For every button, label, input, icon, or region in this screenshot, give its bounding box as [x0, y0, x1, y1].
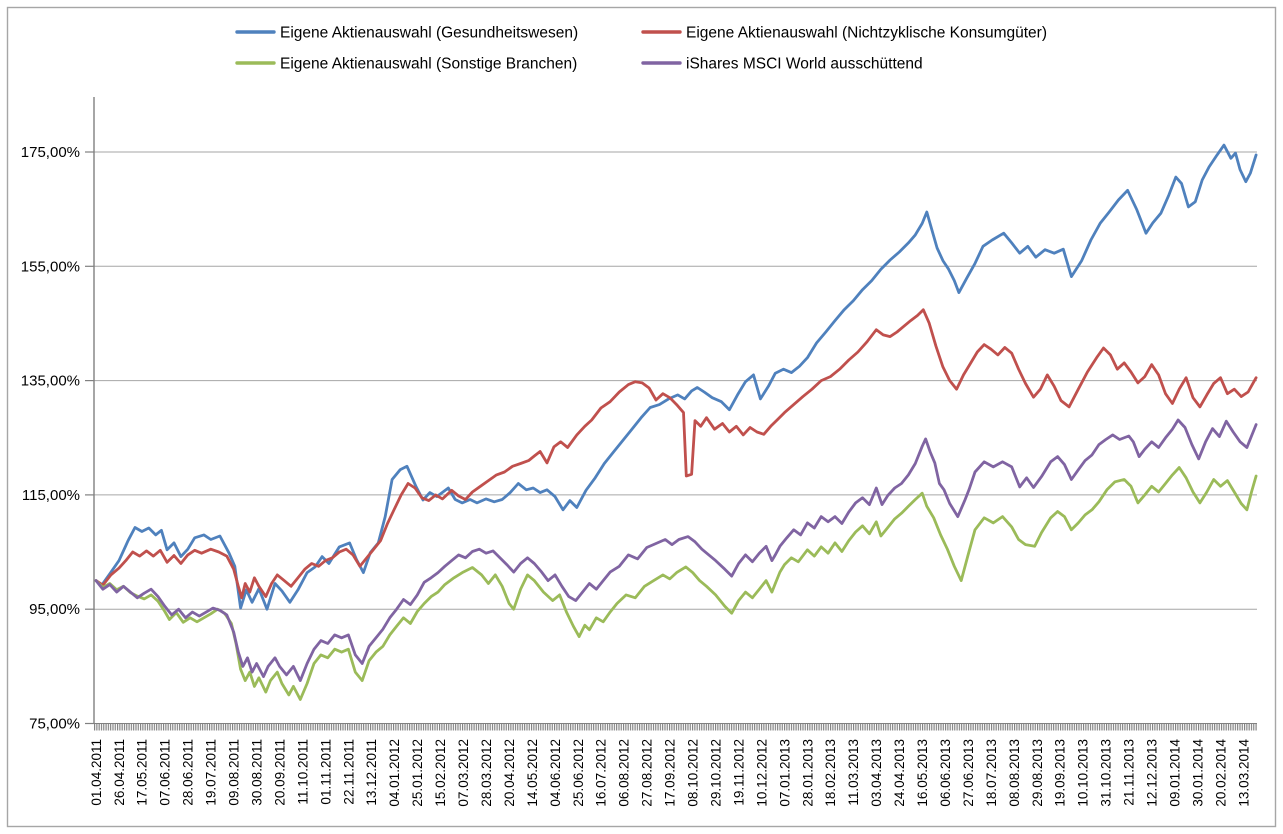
- x-axis-label: 20.09.2011: [272, 739, 287, 806]
- y-axis-label: 155,00%: [21, 258, 80, 275]
- x-axis-label: 19.09.2013: [1053, 739, 1068, 807]
- x-axis-label: 06.08.2012: [617, 739, 632, 807]
- x-axis-label: 21.11.2013: [1122, 739, 1137, 806]
- x-axis-label: 28.06.2011: [181, 739, 196, 806]
- x-axis-label: 19.11.2012: [731, 739, 746, 806]
- series-line-gesundheitswesen: [94, 143, 1258, 611]
- x-axis-label: 28.03.2012: [479, 739, 494, 807]
- x-axis-label: 20.02.2014: [1213, 739, 1228, 807]
- legend-item-ishares-msci-world: iShares MSCI World ausschüttend: [641, 56, 923, 73]
- x-axis-label: 08.10.2012: [686, 739, 701, 807]
- x-axis-label: 25.01.2012: [410, 739, 425, 807]
- x-axis-label: 06.06.2013: [938, 739, 953, 807]
- x-axis-label: 29.08.2013: [1030, 739, 1045, 807]
- x-axis-label: 04.01.2012: [387, 739, 402, 807]
- legend-label-ishares-msci-world: iShares MSCI World ausschüttend: [686, 56, 923, 73]
- x-axis-label: 11.03.2013: [846, 739, 861, 806]
- x-axis-label: 27.06.2013: [961, 739, 976, 807]
- x-axis-label: 14.05.2012: [525, 739, 540, 807]
- series-line-nichtzyklische-konsumgueter: [94, 308, 1258, 600]
- y-axis-label: 135,00%: [21, 373, 80, 390]
- x-axis-label: 25.06.2012: [571, 739, 586, 807]
- legend-label-nichtzyklische-konsumgueter: Eigene Aktienauswahl (Nichtzyklische Kon…: [686, 25, 1047, 42]
- x-axis-label: 27.08.2012: [640, 739, 655, 807]
- chart-frame: [6, 6, 1277, 828]
- x-axis-label: 07.06.2011: [158, 739, 173, 806]
- x-axis-label: 22.11.2011: [341, 739, 356, 805]
- x-axis-label: 18.07.2013: [984, 739, 999, 807]
- x-axis-label: 12.12.2013: [1145, 739, 1160, 807]
- x-axis-label: 03.04.2013: [869, 739, 884, 807]
- legend-label-sonstige-branchen: Eigene Aktienauswahl (Sonstige Branchen): [280, 56, 577, 73]
- x-axis-label: 17.05.2011: [135, 739, 150, 806]
- x-axis-label: 13.12.2011: [364, 739, 379, 806]
- legend-item-nichtzyklische-konsumgueter: Eigene Aktienauswahl (Nichtzyklische Kon…: [641, 25, 1047, 42]
- x-axis-label: 11.10.2011: [295, 739, 310, 805]
- x-axis-label: 10.12.2012: [754, 739, 769, 807]
- x-axis-label: 17.09.2012: [663, 739, 678, 807]
- x-axis-label: 30.08.2011: [249, 739, 264, 806]
- x-axis-label: 09.08.2011: [227, 739, 242, 806]
- x-axis-tick-comb: [94, 723, 1257, 731]
- x-axis-label: 01.04.2011: [89, 739, 104, 806]
- x-axis-label: 10.10.2013: [1076, 739, 1091, 807]
- legend-item-gesundheitswesen: Eigene Aktienauswahl (Gesundheitswesen): [235, 25, 578, 42]
- y-axis-label: 95,00%: [29, 601, 80, 618]
- x-axis-label: 16.05.2013: [915, 739, 930, 807]
- x-axis-label: 08.08.2013: [1007, 739, 1022, 807]
- series-line-ishares-msci-world: [94, 418, 1258, 682]
- series-line-sonstige-branchen: [94, 466, 1258, 701]
- x-axis-label: 18.02.2013: [823, 739, 838, 807]
- y-axis-label: 75,00%: [29, 716, 80, 733]
- x-axis-label: 13.03.2014: [1236, 739, 1251, 807]
- legend-label-gesundheitswesen: Eigene Aktienauswahl (Gesundheitswesen): [280, 25, 578, 42]
- x-axis-label: 01.11.2011: [318, 739, 333, 805]
- y-axis-label: 115,00%: [22, 487, 80, 504]
- x-axis-label: 07.03.2012: [456, 739, 471, 807]
- x-axis-label: 20.04.2012: [502, 739, 517, 807]
- x-axis-label: 19.07.2011: [204, 739, 219, 806]
- x-axis-label: 07.01.2013: [777, 739, 792, 807]
- x-axis-label: 31.10.2013: [1099, 739, 1114, 807]
- x-axis-label: 28.01.2013: [800, 739, 815, 807]
- y-axis-label: 175,00%: [21, 144, 80, 161]
- x-axis-label: 16.07.2012: [594, 739, 609, 807]
- x-axis-label: 24.04.2013: [892, 739, 907, 807]
- legend-item-sonstige-branchen: Eigene Aktienauswahl (Sonstige Branchen): [235, 56, 577, 73]
- x-axis-label: 04.06.2012: [548, 739, 563, 807]
- x-axis-label: 15.02.2012: [433, 739, 448, 807]
- x-axis-label: 29.10.2012: [708, 739, 723, 807]
- x-axis-label: 30.01.2014: [1190, 739, 1205, 807]
- x-axis-label: 09.01.2014: [1167, 739, 1182, 807]
- x-axis-label: 26.04.2011: [112, 739, 127, 806]
